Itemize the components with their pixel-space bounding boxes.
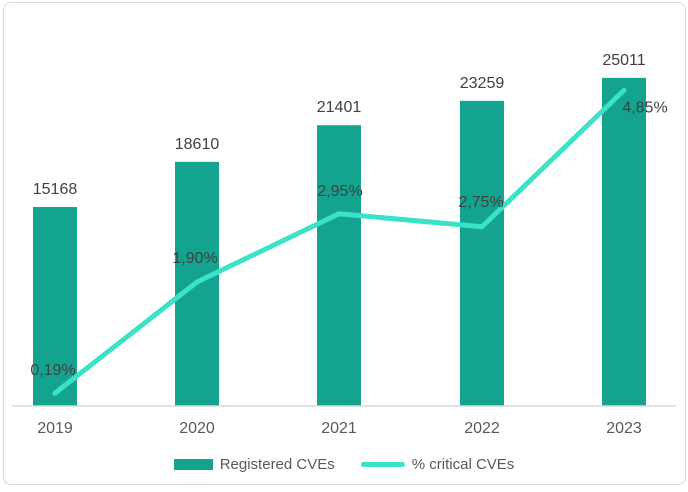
bar-value-label-2023: 25011 <box>602 52 645 69</box>
legend-item-registered-cves: Registered CVEs <box>173 456 335 473</box>
bar-value-label-2020: 18610 <box>175 136 220 153</box>
bar-value-label-2019: 15168 <box>33 181 78 198</box>
percent-value-label-2020: 1,90% <box>172 250 217 267</box>
x-tick-label-2021: 2021 <box>321 420 357 437</box>
bar-value-label-2022: 23259 <box>460 75 505 92</box>
combo-chart: 15168 18610 21401 23259 25011 0,19% 1,90% 2,95%… <box>12 52 676 437</box>
percent-line <box>52 87 627 396</box>
x-tick-label-2020: 2020 <box>179 420 215 437</box>
percent-value-label-2022: 2,75% <box>458 194 503 211</box>
legend-label-critical-cves: % critical CVEs <box>411 456 515 473</box>
bar-swatch-icon <box>173 459 213 470</box>
bar-value-label-2021: 21401 <box>317 99 362 116</box>
x-tick-label-2022: 2022 <box>464 420 500 437</box>
bar-2019 <box>33 207 77 406</box>
x-tick-label-2023: 2023 <box>606 420 642 437</box>
bar-2023 <box>602 77 646 406</box>
percent-value-label-2023: 4,85% <box>622 99 667 116</box>
percent-value-label-2021: 2,95% <box>317 183 362 200</box>
legend-label-registered-cves: Registered CVEs <box>219 456 335 473</box>
bar-2021 <box>317 125 361 407</box>
bar-2022 <box>460 100 504 406</box>
legend: Registered CVEs % critical CVEs <box>0 457 688 472</box>
percent-value-label-2019: 0,19% <box>30 362 75 379</box>
legend-item-critical-cves: % critical CVEs <box>360 456 515 473</box>
x-tick-label-2019: 2019 <box>37 420 73 437</box>
line-swatch-icon <box>360 462 405 467</box>
chart-frame <box>3 2 686 485</box>
